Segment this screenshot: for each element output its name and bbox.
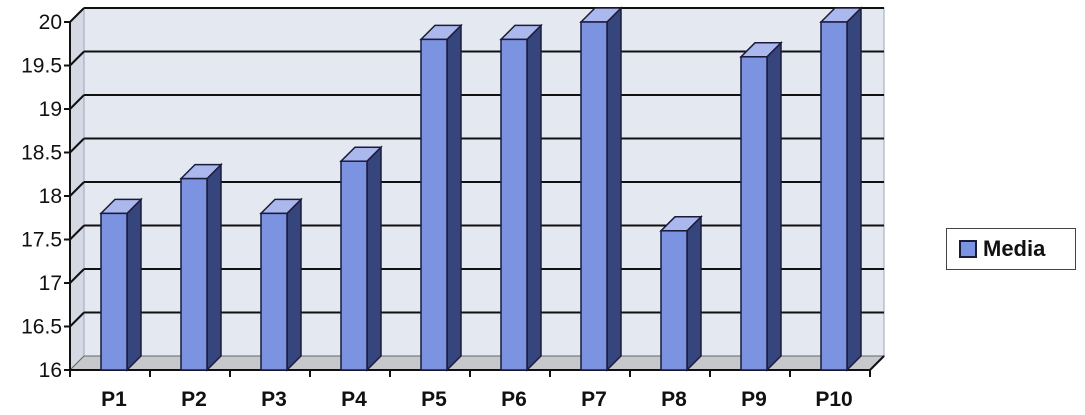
gridline-side (69, 7, 85, 23)
y-tick-label: 17.5 (21, 229, 62, 252)
y-tick-label: 19.5 (21, 55, 62, 78)
legend-label: Media (983, 236, 1046, 261)
bar-side (526, 23, 542, 372)
bar (419, 23, 463, 372)
x-axis-end (869, 355, 885, 371)
y-tick-label: 20 (39, 11, 62, 34)
bar-side (446, 23, 462, 372)
bar (739, 40, 783, 372)
y-tick-label: 16 (39, 359, 62, 382)
bar-front (260, 212, 288, 371)
y-tick-label: 18.5 (21, 142, 62, 165)
bar-side (606, 6, 622, 372)
bar (579, 6, 623, 372)
y-tick-label: 16.5 (21, 316, 62, 339)
bar-side (206, 162, 222, 372)
bar-front (740, 56, 768, 371)
bar-front (580, 21, 608, 371)
bar (819, 6, 863, 372)
x-axis-ticks: P1 P2 P3 P4 P5 P6 P7 P8 P9 P10 (69, 370, 871, 411)
bar-front (820, 21, 848, 371)
bar-side (286, 197, 302, 372)
gridline-side (69, 50, 85, 67)
bar-side (846, 6, 862, 372)
bar-front (340, 160, 368, 371)
bar (339, 145, 383, 372)
bar-side (686, 214, 702, 372)
bars (99, 6, 863, 372)
legend-swatch (959, 240, 977, 258)
bar (499, 23, 543, 372)
x-tick-label: P9 (741, 388, 767, 411)
bar-front (100, 212, 128, 371)
x-tick-label: P2 (181, 388, 207, 411)
bar-side (126, 197, 142, 372)
bar-front (500, 38, 528, 371)
gridline-side (69, 224, 85, 241)
bar-front (420, 38, 448, 371)
gridline-side (69, 181, 85, 197)
x-tick-label: P8 (661, 388, 687, 411)
x-tick-label: P3 (261, 388, 287, 411)
gridline-side (69, 268, 85, 284)
bar-front (660, 230, 688, 371)
bar (659, 214, 703, 372)
bar (259, 197, 303, 372)
bar-side (766, 40, 782, 372)
y-tick-label: 17 (39, 272, 62, 295)
y-tick-label: 18 (39, 185, 62, 208)
bar (99, 197, 143, 372)
bar (179, 162, 223, 372)
bar-side (366, 145, 382, 372)
legend: Media (946, 228, 1076, 270)
x-tick-label: P6 (501, 388, 527, 411)
x-tick-label: P10 (815, 388, 852, 411)
y-tick-label: 19 (39, 98, 62, 121)
bar-front (180, 177, 208, 371)
gridline-side (69, 94, 85, 110)
x-tick-label: P1 (101, 388, 127, 411)
x-tick-label: P5 (421, 388, 447, 411)
gridline-side (69, 137, 85, 154)
y-axis-ticks: 16 16.5 17 17.5 18 18.5 19 19.5 20 (21, 11, 70, 382)
x-tick-label: P4 (341, 388, 367, 411)
gridline-side (69, 311, 85, 328)
x-tick-label: P7 (581, 388, 607, 411)
